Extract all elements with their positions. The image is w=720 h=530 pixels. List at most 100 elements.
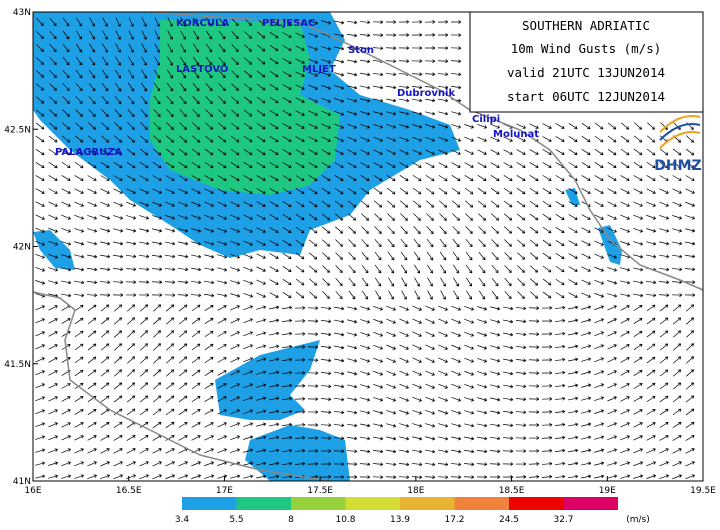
wind-arrow [386,200,396,208]
wind-arrow [308,84,318,90]
wind-arrow [74,317,84,325]
wind-arrow [243,83,253,91]
wind-arrow [139,421,149,429]
wind-arrow [633,330,643,338]
wind-arrow [673,343,682,351]
wind-arrow [568,396,579,401]
wind-arrow [231,83,239,91]
wind-arrow [399,410,409,415]
wind-arrow [154,56,160,66]
legend-label: 5.5 [229,515,243,525]
wind-arrow [503,371,514,376]
wind-arrow [427,277,433,287]
wind-arrow [320,397,332,402]
wind-arrow [244,31,252,39]
wind-arrow [165,215,176,220]
wind-arrow [373,136,383,142]
wind-arrow [555,291,565,299]
wind-arrow [179,82,187,92]
wind-arrow [218,70,226,79]
legend-label: 8 [288,515,294,525]
wind-arrow [48,254,59,259]
wind-arrow [243,266,253,272]
wind-arrow [35,396,45,402]
wind-arrow [607,122,617,130]
wind-arrow [217,148,227,156]
wind-arrow [48,280,59,285]
wind-arrow [191,241,202,246]
wind-arrow [126,201,136,207]
wind-arrow [217,280,228,285]
wind-arrow [320,384,332,389]
wind-arrow [87,161,97,169]
wind-arrow [633,448,643,454]
wind-arrow [192,56,200,66]
wind-arrow [243,175,253,181]
wind-arrow [568,266,578,272]
wind-arrow [217,122,227,130]
wind-arrow [243,435,254,440]
wind-arrow [192,69,200,79]
wind-arrow [361,264,369,274]
wind-arrow [217,267,228,272]
wind-arrow [542,200,552,208]
wind-arrow [451,449,462,454]
wind-arrow [48,201,58,207]
wind-arrow [295,123,305,129]
wind-arrow [165,148,175,156]
wind-arrow [607,448,618,453]
wind-arrow [594,305,604,311]
wind-arrow [686,343,695,351]
wind-arrow [243,318,253,324]
wind-arrow [179,69,187,79]
wind-arrow [139,188,149,194]
wind-arrow [568,435,579,440]
wind-arrow [204,369,214,377]
wind-arrow [373,72,384,77]
lon-label: 18.5E [499,486,525,496]
wind-arrow [360,187,370,195]
wind-arrow [282,291,292,299]
wind-arrow [180,17,186,27]
wind-arrow [438,305,448,311]
wind-arrow [191,317,201,325]
wind-arrow [295,71,305,77]
wind-arrow [620,422,630,428]
wind-arrow [634,122,643,130]
wind-arrow [659,214,669,220]
wind-arrow [178,422,188,428]
wind-arrow [438,436,449,441]
lon-label: 19E [599,486,616,496]
wind-arrow [89,43,95,53]
wind-arrow [308,45,318,51]
wind-arrow [151,280,163,284]
wind-arrow [126,382,136,390]
wind-arrow [191,254,202,259]
wind-arrow [542,162,552,168]
wind-arrow [347,371,358,376]
wind-arrow [451,305,461,311]
area-blue [598,225,622,265]
wind-arrow [334,358,345,363]
wind-arrow [112,267,124,272]
wind-arrow [489,449,501,454]
wind-arrow [177,267,189,272]
wind-arrow [100,161,110,169]
wind-arrow [35,344,45,350]
wind-arrow [401,277,407,287]
wind-arrow [334,20,345,25]
wind-arrow [373,111,384,116]
wind-arrow [620,344,630,350]
wind-arrow [502,423,514,428]
wind-arrow [140,330,149,338]
wind-arrow [541,319,553,323]
wind-arrow [437,72,449,77]
wind-arrow [399,98,410,103]
wind-arrow [490,200,500,208]
wind-arrow [74,356,84,364]
wind-arrow [490,423,501,428]
wind-arrow [646,343,656,351]
wind-arrow [294,306,306,310]
wind-arrow [464,162,474,168]
wind-arrow [269,422,280,427]
